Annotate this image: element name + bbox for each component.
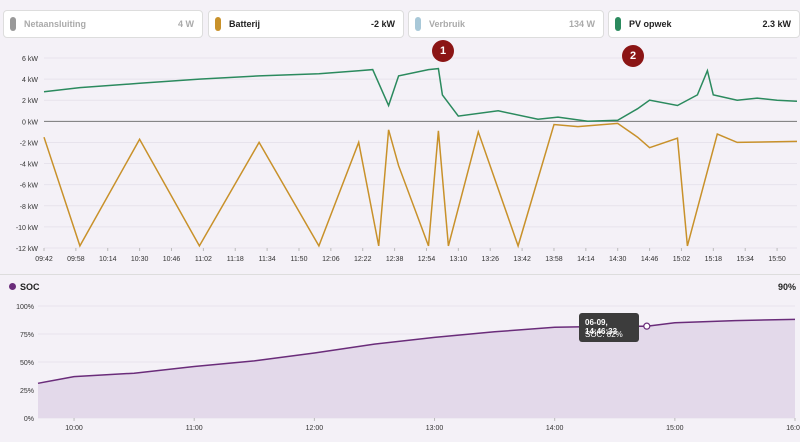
x-tick-label: 11:18 <box>227 256 244 263</box>
soc-line <box>37 318 796 385</box>
y-tick-label: 4 kW <box>22 77 38 84</box>
x-tick-label: 10:00 <box>65 425 83 432</box>
x-tick-label: 13:26 <box>481 256 499 263</box>
x-tick-label: 14:14 <box>577 256 595 263</box>
x-tick-label: 14:00 <box>546 425 564 432</box>
y-tick-label: 2 kW <box>22 98 38 105</box>
x-tick-label: 14:30 <box>609 256 627 263</box>
series-line-batterij <box>43 122 798 249</box>
soc-legend-dot[interactable] <box>9 283 16 290</box>
x-tick-label: 11:00 <box>186 425 203 432</box>
x-tick-label: 10:14 <box>99 256 117 263</box>
x-tick-label: 12:00 <box>306 425 324 432</box>
y-tick-label: 100% <box>16 304 34 311</box>
x-tick-label: 12:06 <box>322 256 340 263</box>
x-tick-label: 15:00 <box>666 425 684 432</box>
x-tick-label: 11:34 <box>259 256 276 263</box>
y-tick-label: -4 kW <box>20 162 39 169</box>
x-tick-label: 14:46 <box>641 256 659 263</box>
soc-tooltip: 06-09, 14:46:33 SOC: 82% <box>579 313 639 342</box>
x-tick-label: 15:34 <box>736 256 754 263</box>
x-tick-label: 09:42 <box>35 256 53 263</box>
x-tick-label: 10:46 <box>163 256 181 263</box>
y-tick-label: -8 kW <box>20 204 39 211</box>
legend-swatch <box>415 17 421 31</box>
x-tick-label: 11:50 <box>290 256 307 263</box>
legend-label: PV opwek <box>629 19 672 29</box>
legend-swatch <box>215 17 221 31</box>
x-tick-label: 11:02 <box>195 256 212 263</box>
marker-2: 2 <box>622 45 644 67</box>
x-tick-label: 13:58 <box>545 256 563 263</box>
x-tick-label: 15:02 <box>673 256 691 263</box>
x-tick-label: 10:30 <box>131 256 149 263</box>
x-tick-label: 16:00 <box>786 425 800 432</box>
soc-chart: 100% 75% 50% 25% 0% 10:00 11:00 12:00 13:00 14:00… <box>0 295 800 437</box>
y-tick-label: 50% <box>20 360 34 367</box>
x-tick-label: 12:38 <box>386 256 404 263</box>
legend-value: -2 kW <box>370 19 395 29</box>
y-tick-label: 6 kW <box>22 56 38 63</box>
legend-value: 134 W <box>568 19 595 29</box>
y-tick-label: -10 kW <box>16 225 39 232</box>
legend-value: 4 W <box>177 19 194 29</box>
legend-label: Batterij <box>229 19 261 29</box>
soc-legend-label: SOC <box>20 282 40 292</box>
legend-label: Netaansluiting <box>24 19 87 29</box>
y-tick-label: -2 kW <box>20 140 39 147</box>
legend-netaansluiting[interactable]: Netaansluiting 4 W <box>3 10 203 38</box>
x-tick-label: 15:50 <box>768 256 786 263</box>
power-chart: 6 kW 4 kW 2 kW 0 kW -2 kW -4 kW -6 kW -8 kW -10 … <box>0 40 800 270</box>
x-tick-label: 13:00 <box>426 425 444 432</box>
tooltip-time: 06-09, 14:46:33 <box>585 318 618 336</box>
legend-swatch <box>615 17 621 31</box>
soc-current-value: 90% <box>777 282 796 292</box>
legend-batterij[interactable]: Batterij -2 kW <box>208 10 404 38</box>
y-tick-label: 0 kW <box>22 119 38 126</box>
y-tick-label: 25% <box>20 388 34 395</box>
x-tick-label: 12:54 <box>418 256 436 263</box>
tooltip-value: SOC: 82% <box>585 330 623 339</box>
series-line-pv-opwek <box>43 67 798 123</box>
y-tick-label: 75% <box>20 332 34 339</box>
x-tick-label: 13:10 <box>450 256 468 263</box>
y-tick-label: -12 kW <box>16 246 39 253</box>
x-tick-label: 15:18 <box>705 256 723 263</box>
soc-hover-point <box>643 322 651 330</box>
power-chart-svg: 6 kW 4 kW 2 kW 0 kW -2 kW -4 kW -6 kW -8 kW -10 … <box>16 56 798 263</box>
soc-area <box>38 319 795 418</box>
x-tick-label: 13:42 <box>513 256 531 263</box>
soc-header: SOC 90% <box>0 281 800 295</box>
y-tick-label: -6 kW <box>20 183 39 190</box>
y-tick-label: 0% <box>24 416 34 423</box>
legend-pv-opwek[interactable]: PV opwek 2.3 kW <box>608 10 800 38</box>
legend-row: Netaansluiting 4 W Batterij -2 kW Verbru… <box>3 10 800 38</box>
divider <box>0 274 800 275</box>
legend-verbruik[interactable]: Verbruik 134 W <box>408 10 604 38</box>
legend-swatch <box>10 17 16 31</box>
marker-1: 1 <box>432 40 454 62</box>
soc-chart-svg: 100% 75% 50% 25% 0% 10:00 11:00 12:00 13:00 14:00… <box>16 304 800 432</box>
x-tick-label: 09:58 <box>67 256 85 263</box>
x-tick-label: 12:22 <box>354 256 372 263</box>
legend-value: 2.3 kW <box>762 19 791 29</box>
legend-label: Verbruik <box>429 19 466 29</box>
